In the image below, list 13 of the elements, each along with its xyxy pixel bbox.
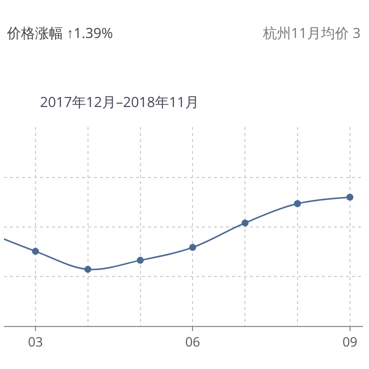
point [294, 200, 301, 208]
text: 杭州11月均价 3 [262, 24, 361, 43]
point [32, 248, 39, 255]
point [242, 219, 249, 226]
x-tick-label: 06 [185, 332, 200, 351]
point [136, 256, 144, 264]
point [346, 194, 354, 201]
chart-title: 2017年12月–2018年11月 [40, 92, 200, 112]
x-tick-label: 03 [28, 332, 43, 351]
x-tick-label: 09 [342, 332, 358, 351]
point [189, 244, 196, 251]
text: 价格涨幅 ↑1.39% [6, 24, 113, 43]
point [84, 266, 92, 273]
